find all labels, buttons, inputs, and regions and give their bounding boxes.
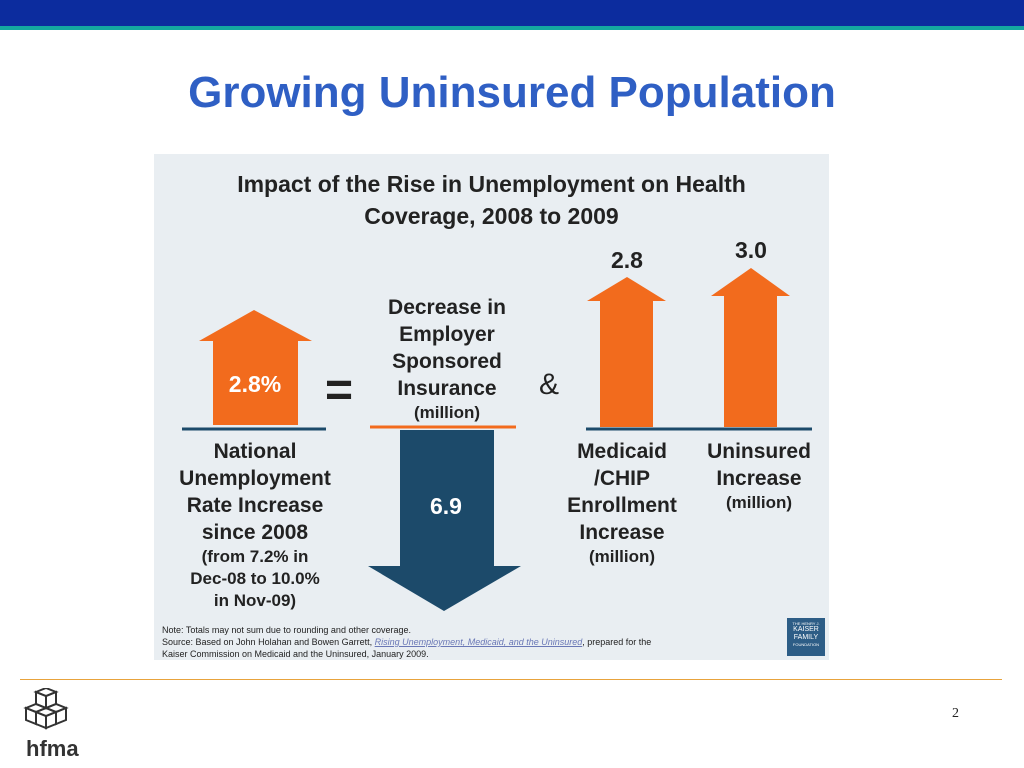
unemployment-subcaption-line: in Nov-09): [213, 591, 297, 610]
top-band: [0, 0, 1024, 26]
hfma-logo-icon: [23, 688, 69, 730]
kaiser-logo-line: KAISER: [793, 626, 819, 633]
employer-caption-line: Decrease in: [388, 296, 506, 319]
medicaid-caption: Medicaid /CHIP Enrollment Increase (mill…: [547, 438, 697, 568]
uninsured-value-label: 3.0: [735, 237, 767, 263]
medicaid-unit: (million): [588, 547, 656, 566]
unemployment-subcaption-line: Dec-08 to 10.0%: [190, 569, 320, 588]
kaiser-logo-line: FAMILY: [793, 634, 819, 641]
unemployment-arrow: [199, 310, 312, 425]
uninsured-caption-line: Increase: [716, 467, 802, 490]
unemployment-caption-line: Unemployment: [179, 467, 331, 490]
uninsured-unit: (million): [725, 493, 793, 512]
equals-sign: =: [325, 364, 353, 417]
kaiser-logo-line: FOUNDATION: [792, 642, 820, 647]
chart-title-line1: Impact of the Rise in Unemployment on He…: [237, 171, 746, 197]
employer-caption-line: Insurance: [397, 377, 497, 400]
medicaid-caption-line: /CHIP: [593, 467, 650, 490]
top-rule: [0, 26, 1024, 30]
unemployment-caption-line: Rate Increase: [186, 494, 324, 517]
source-line-3: Kaiser Commission on Medicaid and the Un…: [162, 649, 429, 659]
unemployment-subcaption-line: (from 7.2% in: [201, 547, 309, 566]
medicaid-caption-line: Enrollment: [567, 494, 677, 517]
employer-caption: Decrease in Employer Sponsored Insurance…: [367, 294, 527, 424]
medicaid-caption-line: Increase: [579, 521, 665, 544]
medicaid-value-label: 2.8: [611, 247, 643, 273]
unemployment-caption-line: National: [213, 440, 297, 463]
source-line: Source: Based on John Holahan and Bowen …: [162, 636, 722, 648]
kaiser-logo: THE HENRY J. KAISER FAMILY FOUNDATION: [787, 618, 825, 656]
chart-title: Impact of the Rise in Unemployment on He…: [154, 168, 829, 232]
employer-value-label: 6.9: [430, 493, 462, 519]
uninsured-arrow: [711, 268, 790, 427]
uninsured-caption: Uninsured Increase (million): [689, 438, 829, 514]
kaiser-logo-line: THE HENRY J.: [792, 621, 820, 626]
chart-panel: Impact of the Rise in Unemployment on He…: [154, 154, 829, 660]
source-suffix: , prepared for the: [582, 637, 652, 647]
source-prefix: Source: Based on John Holahan and Bowen …: [162, 637, 373, 647]
hfma-logo-text: hfma: [26, 736, 79, 761]
medicaid-arrow: [587, 277, 666, 427]
employer-caption-line: Sponsored: [392, 350, 502, 373]
chart-title-line2: Coverage, 2008 to 2009: [364, 203, 619, 229]
uninsured-caption-line: Uninsured: [707, 440, 811, 463]
unemployment-value-label: 2.8%: [229, 371, 281, 397]
unemployment-caption-line: since 2008: [201, 521, 309, 544]
employer-unit: (million): [413, 403, 481, 422]
note-line: Note: Totals may not sum due to rounding…: [162, 625, 411, 635]
employer-caption-line: Employer: [399, 323, 495, 346]
chart-svg: 2.8% = 6.9 & 2.8 3.0: [182, 237, 812, 611]
page-number: 2: [952, 706, 959, 721]
source-link[interactable]: Rising Unemployment, Medicaid, and the U…: [374, 637, 583, 647]
medicaid-caption-line: Medicaid: [577, 440, 667, 463]
footer-rule: [20, 679, 1002, 680]
employer-arrow: [368, 430, 521, 611]
source-note: Note: Totals may not sum due to rounding…: [162, 624, 722, 660]
ampersand-sign: &: [539, 368, 559, 401]
unemployment-caption: National Unemployment Rate Increase sinc…: [160, 438, 350, 612]
slide-title: Growing Uninsured Population: [188, 68, 836, 117]
